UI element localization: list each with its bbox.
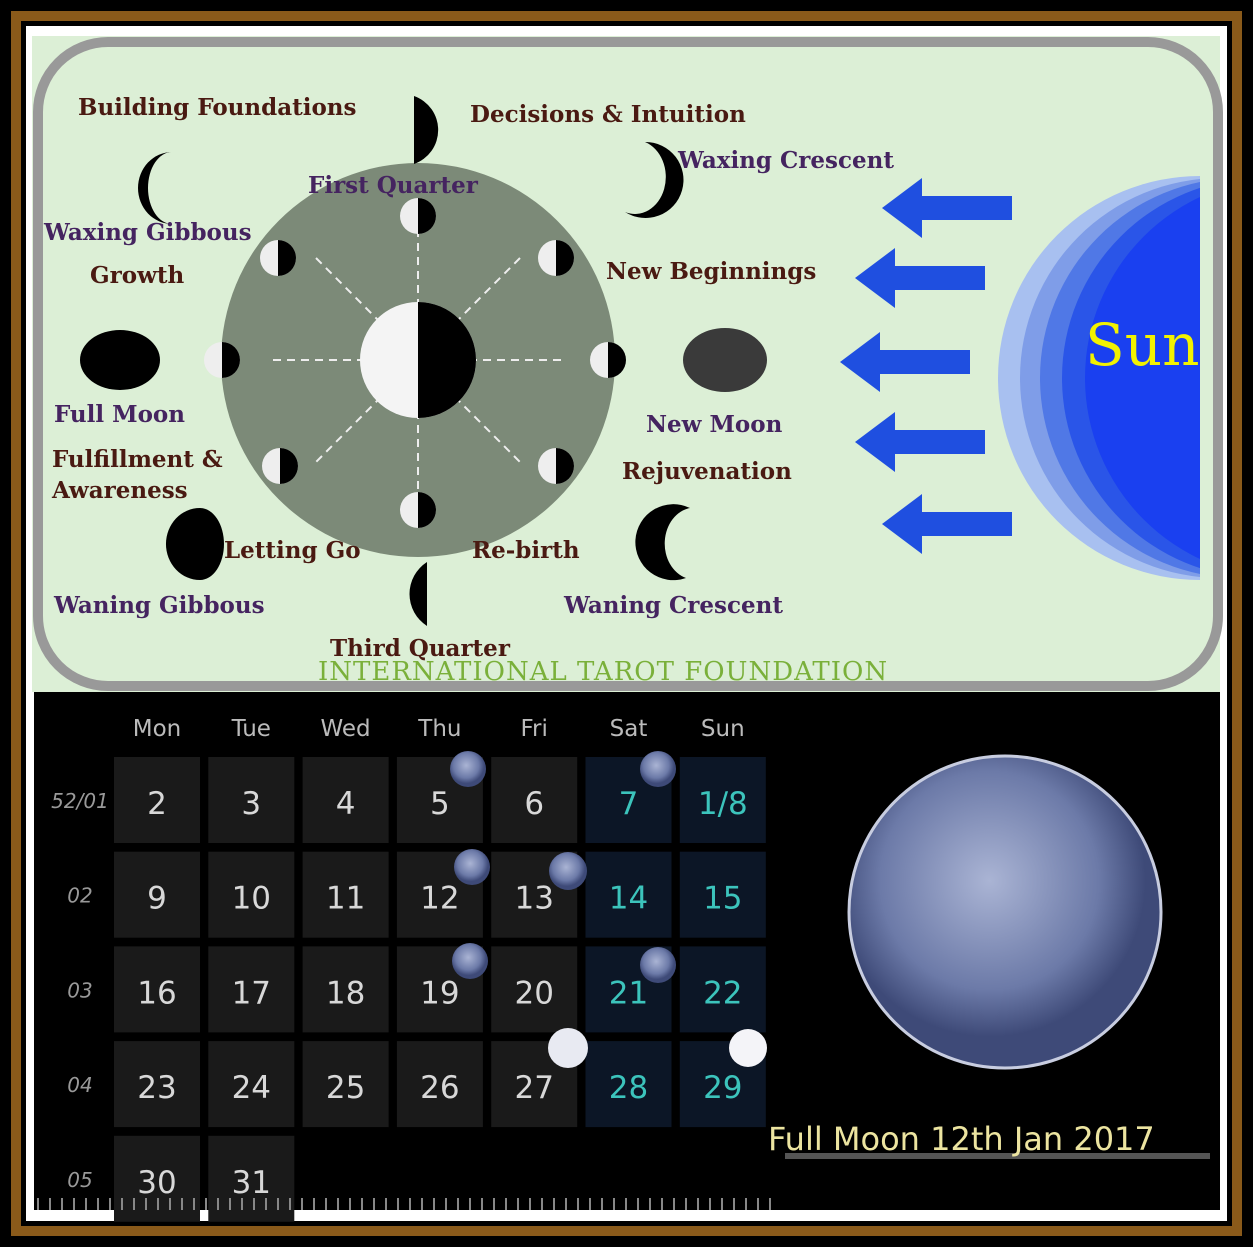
sun-label: Sun: [1085, 311, 1199, 379]
label: Waxing Gibbous: [43, 219, 252, 246]
label: Waning Crescent: [563, 592, 783, 619]
week-number: 04: [67, 1073, 92, 1097]
caption: Full Moon 12th Jan 2017: [768, 1120, 1155, 1158]
day: 11: [326, 881, 365, 917]
day: 22: [703, 975, 742, 1011]
day: 16: [137, 975, 176, 1011]
day: 18: [326, 975, 365, 1011]
label: First Quarter: [308, 172, 479, 199]
label: Fulfillment &: [52, 446, 223, 473]
day: 15: [703, 881, 742, 917]
day: 7: [619, 786, 639, 822]
label: Re-birth: [472, 537, 580, 564]
label: Letting Go: [224, 537, 361, 564]
week-number: 52/01: [51, 789, 109, 813]
poster: Sun Building Foundations Decisions & Int…: [0, 0, 1253, 1247]
label: Growth: [90, 262, 185, 289]
day: 12: [420, 881, 459, 917]
label: Rejuvenation: [622, 458, 792, 485]
day: 14: [609, 881, 648, 917]
day: 19: [420, 975, 459, 1011]
weekday: Sun: [701, 716, 745, 742]
day: 30: [137, 1165, 176, 1201]
label: Awareness: [51, 477, 188, 504]
day: 29: [703, 1070, 742, 1106]
day: 3: [241, 786, 261, 822]
day: 5: [430, 786, 450, 822]
weekday: Wed: [321, 716, 371, 742]
weekday: Tue: [231, 716, 271, 742]
day: 2: [147, 786, 167, 822]
day: 4: [336, 786, 356, 822]
day: 27: [514, 1070, 553, 1106]
weekday: Sat: [610, 716, 648, 742]
day: 20: [514, 975, 553, 1011]
week-number: 05: [67, 1168, 92, 1192]
day: 25: [326, 1070, 365, 1106]
label: Full Moon: [54, 401, 185, 428]
day: 10: [232, 881, 271, 917]
label: Waxing Crescent: [677, 147, 894, 174]
label: Building Foundations: [78, 94, 356, 121]
label: Waning Gibbous: [53, 592, 265, 619]
label: New Beginnings: [606, 258, 816, 285]
day: 21: [609, 975, 648, 1011]
weekday: Thu: [417, 716, 461, 742]
day: 13: [514, 881, 553, 917]
full-moon-image: [849, 756, 1161, 1068]
day: 24: [232, 1070, 271, 1106]
page: Sun Building Foundations Decisions & Int…: [0, 0, 1253, 1247]
day: 6: [524, 786, 544, 822]
label: New Moon: [646, 411, 783, 438]
weekday: Fri: [520, 716, 547, 742]
day: 31: [232, 1165, 271, 1201]
day: 17: [232, 975, 271, 1011]
day: 1/8: [698, 786, 748, 822]
day: 9: [147, 881, 167, 917]
day: 23: [137, 1070, 176, 1106]
day: 28: [609, 1070, 648, 1106]
weekday: Mon: [133, 716, 182, 742]
label: Decisions & Intuition: [470, 101, 746, 128]
footer: International Tarot Foundation: [318, 657, 888, 687]
day: 26: [420, 1070, 459, 1106]
week-number: 02: [67, 884, 92, 908]
week-number: 03: [67, 978, 92, 1002]
